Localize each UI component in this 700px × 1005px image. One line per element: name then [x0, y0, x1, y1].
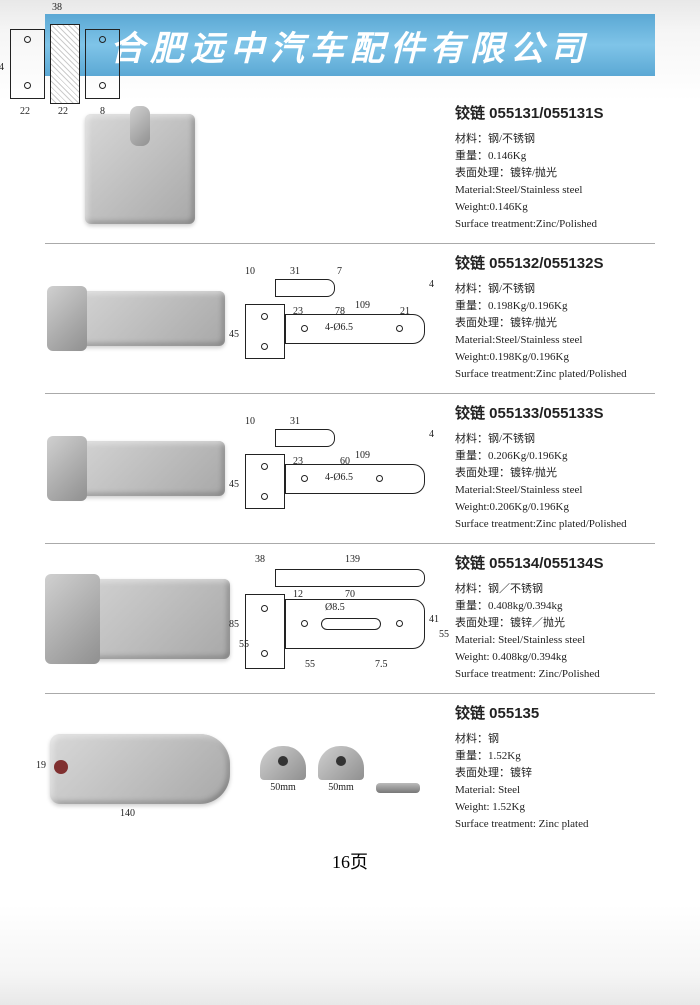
product-specs: 铰链 055131/055131S 材料：钢/不锈钢 重量：0.146Kg 表面…: [445, 102, 655, 235]
product-photo: [45, 102, 235, 235]
product-title: 铰链 055134/055134S: [455, 552, 655, 575]
header-band: 合肥远中汽车配件有限公司: [45, 14, 655, 76]
diagram-2: 10 31 7 109 23 78 21 4-Ø6.5 45 4: [245, 274, 435, 364]
company-title: 合肥远中汽车配件有限公司: [110, 21, 590, 70]
product-photo: 19 140: [45, 702, 235, 836]
product-diagram: 10 31 109 23 60 4-Ø6.5 45 4: [235, 402, 445, 535]
accessories: 50mm 50mm: [245, 746, 435, 793]
product-row: 38 139 12 70 Ø8.5 85 55 41 55 55 7.5 铰链 …: [45, 544, 655, 694]
product-title: 铰链 055133/055133S: [455, 402, 655, 425]
diagram-3: 10 31 109 23 60 4-Ø6.5 45 4: [245, 424, 435, 514]
bracket-icon: [318, 746, 364, 780]
product-specs: 铰链 055135 材料：钢 重量：1.52Kg 表面处理：镀锌 Materia…: [445, 702, 655, 836]
product-title: 铰链 055135: [455, 702, 655, 725]
page-number: 16页: [0, 848, 700, 874]
catalog: 38 59 44 4-Ø6.5 22 22 8 铰链 055131/055131…: [45, 94, 655, 844]
bracket-icon: [260, 746, 306, 780]
product-row: 10 31 7 109 23 78 21 4-Ø6.5 45 4 铰链 0551…: [45, 244, 655, 394]
hinge-photo-1: [85, 114, 195, 224]
product-photo: [45, 402, 235, 535]
diagram-1: 38 59 44 4-Ø6.5 22 22 8: [275, 119, 405, 219]
product-photo: [45, 252, 235, 385]
product-row: 19 140 50mm 50mm 铰链 055135 材料：钢 重量：1.52K…: [45, 694, 655, 844]
hinge-photo-3: [55, 441, 225, 496]
pin-icon: [376, 783, 420, 793]
product-specs: 铰链 055132/055132S 材料：钢/不锈钢 重量：0.198Kg/0.…: [445, 252, 655, 385]
hinge-photo-5: [50, 734, 230, 804]
product-specs: 铰链 055134/055134S 材料：钢／不锈钢 重量：0.408kg/0.…: [445, 552, 655, 685]
diagram-4: 38 139 12 70 Ø8.5 85 55 41 55 55 7.5: [245, 564, 435, 674]
product-title: 铰链 055132/055132S: [455, 252, 655, 275]
product-diagram: 38 139 12 70 Ø8.5 85 55 41 55 55 7.5: [235, 552, 445, 685]
product-specs: 铰链 055133/055133S 材料：钢/不锈钢 重量：0.206Kg/0.…: [445, 402, 655, 535]
product-diagram: 10 31 7 109 23 78 21 4-Ø6.5 45 4: [235, 252, 445, 385]
hinge-photo-2: [55, 291, 225, 346]
product-photo: [45, 552, 235, 685]
product-diagram: 38 59 44 4-Ø6.5 22 22 8: [235, 102, 445, 235]
product-row: 38 59 44 4-Ø6.5 22 22 8 铰链 055131/055131…: [45, 94, 655, 244]
product-row: 10 31 109 23 60 4-Ø6.5 45 4 铰链 055133/05…: [45, 394, 655, 544]
product-diagram: 50mm 50mm: [235, 702, 445, 836]
hinge-photo-4: [50, 579, 230, 659]
product-title: 铰链 055131/055131S: [455, 102, 655, 125]
